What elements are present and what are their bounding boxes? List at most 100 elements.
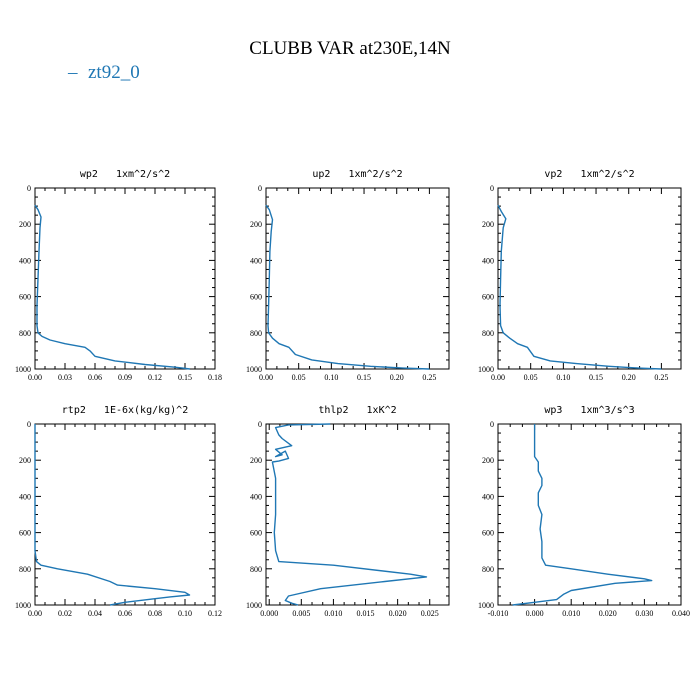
x-tick-label: 0.20 xyxy=(622,373,636,382)
y-tick-label: 0 xyxy=(27,184,31,193)
x-tick-label: 0.040 xyxy=(672,609,690,618)
x-tick-label: 0.05 xyxy=(524,373,538,382)
y-tick-label: 1000 xyxy=(246,601,262,610)
panel-title: rtp2 1E-6x(kg/kg)^2 xyxy=(62,405,188,416)
y-tick-label: 1000 xyxy=(478,365,494,374)
y-tick-label: 200 xyxy=(482,456,494,465)
legend-label: zt92_0 xyxy=(88,62,140,83)
x-tick-label: 0.06 xyxy=(88,373,102,382)
plot-frame xyxy=(497,187,682,370)
series-line-zt92_0 xyxy=(34,424,191,606)
y-tick-label: 800 xyxy=(250,565,262,574)
panel-title: thlp2 1xK^2 xyxy=(318,405,396,416)
x-tick-label: 0.15 xyxy=(357,373,371,382)
x-tick-label: 0.04 xyxy=(88,609,102,618)
x-tick-label: 0.005 xyxy=(292,609,310,618)
x-tick-label: 0.10 xyxy=(178,609,192,618)
x-tick-label: 0.00 xyxy=(491,373,505,382)
y-tick-label: 0 xyxy=(27,420,31,429)
y-tick-label: 1000 xyxy=(15,601,31,610)
x-tick-label: 0.025 xyxy=(421,609,439,618)
x-tick-label: 0.00 xyxy=(28,373,42,382)
x-tick-label: 0.12 xyxy=(148,373,162,382)
y-tick-label: 400 xyxy=(250,256,262,265)
x-tick-label: 0.000 xyxy=(260,609,278,618)
y-tick-label: 200 xyxy=(19,456,31,465)
x-tick-label: 0.02 xyxy=(58,609,72,618)
x-tick-label: 0.06 xyxy=(118,609,132,618)
x-tick-label: 0.00 xyxy=(259,373,273,382)
panel-title: wp3 1xm^3/s^3 xyxy=(544,405,634,416)
y-tick-label: 800 xyxy=(482,565,494,574)
y-tick-label: 400 xyxy=(19,492,31,501)
x-tick-label: 0.25 xyxy=(422,373,436,382)
y-tick-label: 600 xyxy=(250,293,262,302)
y-tick-label: 1000 xyxy=(478,601,494,610)
x-tick-label: 0.000 xyxy=(526,609,544,618)
x-tick-label: 0.10 xyxy=(324,373,338,382)
y-tick-label: 0 xyxy=(490,184,494,193)
x-tick-label: 0.15 xyxy=(589,373,603,382)
series-line-zt92_0 xyxy=(265,204,430,370)
y-tick-label: 400 xyxy=(19,256,31,265)
y-tick-label: 600 xyxy=(250,529,262,538)
chart-panel-4: rtp2 1E-6x(kg/kg)^2 0 200 400 600 800 10000.00… xyxy=(15,405,222,618)
x-tick-label: 0.030 xyxy=(635,609,653,618)
x-tick-label: 0.03 xyxy=(58,373,72,382)
y-tick-label: 400 xyxy=(250,492,262,501)
panel-title: wp2 1xm^2/s^2 xyxy=(80,169,170,180)
y-tick-label: 200 xyxy=(250,456,262,465)
y-tick-label: 600 xyxy=(19,529,31,538)
plot-frame xyxy=(497,423,682,606)
panel-title: vp2 1xm^2/s^2 xyxy=(544,169,634,180)
series-line-zt92_0 xyxy=(497,204,662,370)
panel-title: up2 1xm^2/s^2 xyxy=(312,169,402,180)
x-tick-label: 0.15 xyxy=(178,373,192,382)
y-tick-label: 800 xyxy=(482,329,494,338)
y-tick-label: 800 xyxy=(19,329,31,338)
y-tick-label: 1000 xyxy=(246,365,262,374)
y-tick-label: 800 xyxy=(19,565,31,574)
y-tick-label: 400 xyxy=(482,256,494,265)
x-tick-label: 0.12 xyxy=(208,609,222,618)
y-tick-label: 600 xyxy=(19,293,31,302)
y-tick-label: 200 xyxy=(19,220,31,229)
y-tick-label: 400 xyxy=(482,492,494,501)
y-tick-label: 1000 xyxy=(15,365,31,374)
x-tick-label: 0.08 xyxy=(148,609,162,618)
y-tick-label: 600 xyxy=(482,529,494,538)
figure-title: CLUBB VAR at230E,14N xyxy=(249,38,451,59)
y-tick-label: 600 xyxy=(482,293,494,302)
y-tick-label: 0 xyxy=(258,184,262,193)
x-tick-label: 0.09 xyxy=(118,373,132,382)
x-tick-label: 0.015 xyxy=(357,609,375,618)
x-tick-label: 0.10 xyxy=(556,373,570,382)
x-tick-label: 0.010 xyxy=(324,609,342,618)
figure-legend: – zt92_0 xyxy=(67,62,140,83)
x-tick-label: 0.20 xyxy=(390,373,404,382)
x-tick-label: 0.020 xyxy=(599,609,617,618)
x-tick-label: 0.25 xyxy=(654,373,668,382)
chart-panel-6: wp3 1xm^3/s^3 0 200 400 600 800 1000-0.010 0.00… xyxy=(478,405,690,618)
series-line-zt92_0 xyxy=(512,424,653,606)
y-tick-label: 0 xyxy=(258,420,262,429)
x-tick-label: 0.020 xyxy=(389,609,407,618)
x-tick-label: 0.010 xyxy=(562,609,580,618)
y-tick-label: 0 xyxy=(490,420,494,429)
plot-frame xyxy=(34,423,216,606)
x-tick-label: -0.010 xyxy=(488,609,509,618)
y-tick-label: 200 xyxy=(482,220,494,229)
y-tick-label: 200 xyxy=(250,220,262,229)
x-tick-label: 0.05 xyxy=(292,373,306,382)
plot-frame xyxy=(265,187,450,370)
x-tick-label: 0.18 xyxy=(208,373,222,382)
y-tick-label: 800 xyxy=(250,329,262,338)
series-line-zt92_0 xyxy=(271,423,428,606)
plot-frame xyxy=(34,187,216,370)
